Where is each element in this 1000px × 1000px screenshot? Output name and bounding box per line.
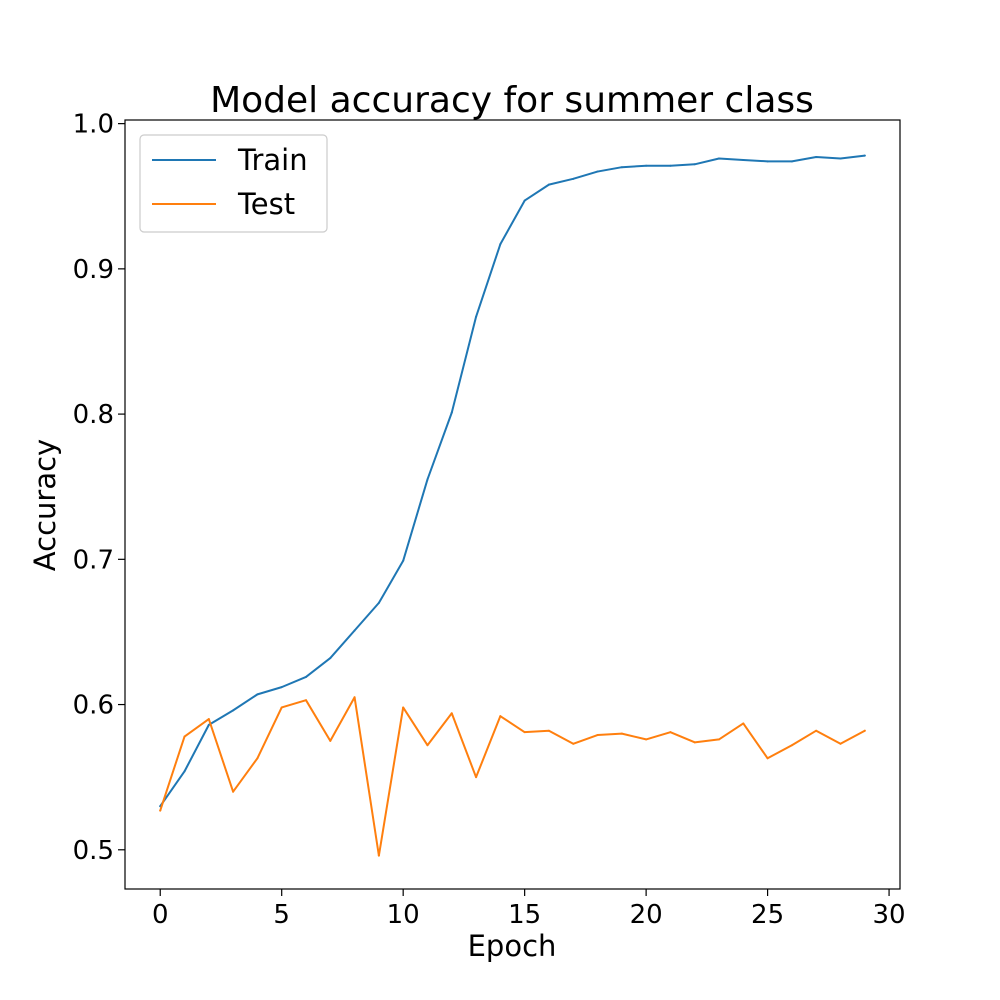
data-point-train xyxy=(839,157,842,160)
data-point-train xyxy=(450,411,453,414)
data-point-test xyxy=(377,854,380,857)
y-tick-label: 0.8 xyxy=(73,400,114,430)
series-line-test xyxy=(159,696,866,857)
data-point-train xyxy=(620,166,623,169)
data-point-test xyxy=(718,738,720,741)
data-point-train xyxy=(475,315,478,318)
data-point-test xyxy=(547,729,550,732)
data-point-train xyxy=(402,559,405,562)
data-point-test xyxy=(280,706,283,709)
ticks-layer: 0 5 10 15 20 25 30 0.5 0.6 0.7 0.8 0.9 1.0 xyxy=(73,110,906,930)
data-point-train xyxy=(863,154,866,157)
data-point-test xyxy=(863,729,866,732)
data-point-test xyxy=(305,699,307,702)
data-point-test xyxy=(645,738,648,741)
y-tick-label: 1.0 xyxy=(73,110,114,140)
data-point-train xyxy=(669,164,672,167)
data-point-test xyxy=(693,741,696,744)
x-tick-label: 20 xyxy=(630,900,663,930)
y-tick-label: 0.9 xyxy=(73,255,114,285)
y-tick-label: 0.6 xyxy=(73,691,114,721)
x-tick-label: 5 xyxy=(273,900,290,930)
data-point-train xyxy=(207,723,210,726)
data-point-test xyxy=(183,735,186,738)
data-point-test xyxy=(426,744,429,747)
data-point-test xyxy=(620,732,623,735)
data-point-test xyxy=(766,757,769,760)
data-point-test xyxy=(353,696,356,699)
data-point-test xyxy=(232,790,235,793)
data-point-train xyxy=(693,163,696,166)
data-point-train xyxy=(305,675,307,678)
data-point-test xyxy=(596,734,599,737)
data-point-test xyxy=(402,706,405,709)
data-point-train xyxy=(718,157,720,160)
data-point-test xyxy=(329,739,332,742)
x-tick-label: 25 xyxy=(751,900,784,930)
data-point-train xyxy=(377,601,380,604)
legend-label-test: Test xyxy=(237,187,295,221)
data-point-train xyxy=(815,156,818,159)
data-point-train xyxy=(766,160,769,163)
data-point-train xyxy=(256,693,259,696)
data-point-test xyxy=(839,742,842,745)
data-point-train xyxy=(353,629,356,632)
data-point-test xyxy=(159,809,162,812)
plot-area-frame xyxy=(124,119,901,890)
y-axis-label: Accuracy xyxy=(28,439,62,571)
legend: Train Test xyxy=(139,134,328,233)
data-point-test xyxy=(572,742,575,745)
data-point-train xyxy=(329,657,332,660)
data-point-train xyxy=(499,243,502,246)
data-point-test xyxy=(256,757,259,760)
data-point-test xyxy=(742,722,745,725)
data-point-train xyxy=(523,199,526,202)
data-point-train xyxy=(426,478,429,481)
data-point-train xyxy=(645,164,648,167)
data-point-train xyxy=(596,170,599,173)
data-point-train xyxy=(572,177,575,180)
x-tick-label: 15 xyxy=(508,900,541,930)
data-point-test xyxy=(815,729,818,732)
data-point-train xyxy=(280,686,283,689)
data-point-test xyxy=(790,744,793,747)
data-point-test xyxy=(523,731,526,734)
data-point-train xyxy=(790,160,793,163)
series-line-train xyxy=(159,154,866,808)
x-tick-label: 0 xyxy=(152,900,169,930)
data-point-train xyxy=(547,183,550,186)
data-point-test xyxy=(499,715,502,718)
x-axis-label: Epoch xyxy=(468,929,557,963)
y-tick-label: 0.7 xyxy=(73,545,114,575)
data-point-train xyxy=(183,770,186,773)
x-tick-label: 10 xyxy=(387,900,420,930)
data-point-test xyxy=(669,731,672,734)
legend-label-train: Train xyxy=(237,143,308,177)
data-point-test xyxy=(450,712,453,715)
data-point-test xyxy=(475,776,478,779)
y-tick-label: 0.5 xyxy=(73,836,114,866)
data-point-test xyxy=(207,718,210,721)
chart-title: Model accuracy for summer class xyxy=(210,80,814,121)
data-point-train xyxy=(232,709,235,712)
x-tick-label: 30 xyxy=(873,900,906,930)
data-point-train xyxy=(742,158,745,161)
series-layer xyxy=(159,154,866,857)
